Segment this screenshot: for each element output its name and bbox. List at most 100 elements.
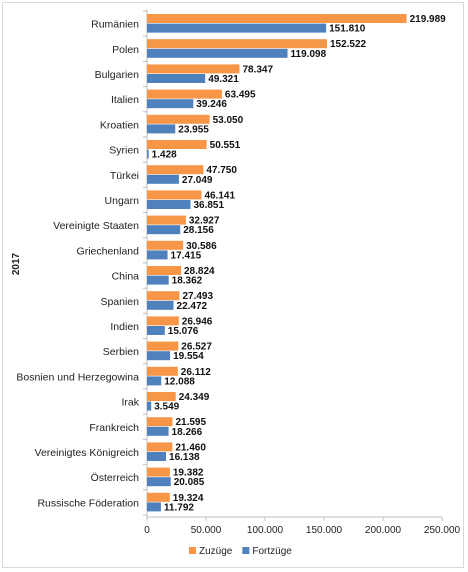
value-label: 1.428 [152, 150, 177, 161]
bar-zuzuege [147, 341, 179, 351]
value-label: 36.851 [193, 200, 224, 211]
category-label: Bosnien und Herzegowina [16, 371, 139, 383]
bar-fortzuege [147, 174, 179, 184]
value-label: 19.554 [173, 351, 204, 362]
value-label: 20.085 [174, 477, 205, 488]
bar-zuzuege [147, 64, 240, 74]
value-label: 119.098 [291, 49, 327, 60]
value-label: 78.347 [242, 64, 273, 75]
bar-zuzuege [147, 417, 173, 427]
value-label: 53.050 [213, 115, 244, 126]
value-label: 28.824 [184, 266, 215, 277]
value-label: 151.810 [329, 24, 366, 35]
bar-fortzuege [147, 401, 152, 411]
category-label: Spanien [100, 296, 139, 308]
value-label: 18.266 [172, 427, 203, 438]
value-label: 50.551 [210, 140, 241, 151]
value-label: 18.362 [172, 276, 203, 287]
value-label: 21.595 [175, 417, 206, 428]
category-label: Serbien [103, 346, 139, 358]
value-label: 27.493 [182, 291, 213, 302]
value-label: 32.927 [189, 216, 220, 227]
bar-chart: Rumänien 219.989 151.810 Polen 152.522119.09… [11, 9, 461, 557]
bar-zuzuege [147, 190, 202, 200]
x-tick-label: 50.000 [191, 525, 222, 536]
bar-fortzuege [147, 149, 149, 159]
bar-zuzuege [147, 467, 170, 477]
bar-zuzuege [147, 140, 207, 149]
category-label: Italien [111, 94, 139, 106]
x-tick-label: 100.000 [247, 525, 284, 536]
category-label: Polen [112, 44, 139, 56]
bar-zuzuege [147, 240, 184, 250]
value-label: 27.049 [182, 175, 213, 186]
bar-fortzuege [147, 250, 168, 260]
x-tick-label: 250.000 [424, 525, 461, 536]
x-tick-label: 200.000 [365, 525, 402, 536]
value-label: 15.076 [168, 326, 199, 337]
bar-fortzuege [147, 326, 165, 335]
category-label: Vereinigte Staaten [53, 220, 139, 232]
category-label: Griechenland [77, 245, 140, 257]
category-label: Rumänien [91, 19, 139, 31]
category-label: Kroatien [100, 119, 139, 131]
bar-zuzuege [147, 392, 176, 401]
bar-zuzuege [147, 14, 407, 23]
value-label: 26.527 [181, 342, 212, 353]
bar-fortzuege [147, 502, 161, 512]
value-label: 152.522 [330, 39, 367, 50]
legend-swatch [242, 547, 250, 554]
bar-zuzuege [147, 492, 170, 502]
bar-zuzuege [147, 442, 173, 452]
value-label: 24.349 [179, 392, 210, 403]
x-tick-label: 150.000 [306, 525, 343, 536]
value-label: 47.750 [206, 165, 237, 176]
bar-fortzuege [147, 124, 176, 134]
value-label: 39.246 [196, 99, 227, 110]
value-label: 12.088 [164, 376, 195, 387]
category-label: Russische Föderation [37, 497, 139, 509]
value-label: 23.955 [178, 124, 209, 135]
bar-zuzuege [147, 316, 179, 326]
value-label: 219.989 [410, 14, 447, 25]
bar-fortzuege [147, 426, 169, 436]
bar-fortzuege [147, 23, 327, 33]
bar-zuzuege [147, 39, 327, 49]
value-label: 16.138 [169, 452, 200, 463]
category-label: Irak [121, 397, 139, 409]
legend-label: Fortzüge [252, 546, 292, 557]
bar-zuzuege [147, 165, 204, 175]
value-label: 21.460 [175, 442, 206, 453]
bar-zuzuege [147, 266, 182, 275]
value-label: 19.382 [173, 468, 204, 479]
bar-zuzuege [147, 291, 180, 301]
bar-fortzuege [147, 200, 191, 209]
value-label: 46.141 [204, 190, 235, 201]
value-label: 17.415 [171, 250, 202, 261]
bar-fortzuege [147, 74, 206, 83]
bar-fortzuege [147, 275, 169, 285]
bar-zuzuege [147, 89, 222, 99]
bar-zuzuege [147, 366, 178, 376]
category-label: Indien [110, 321, 139, 333]
category-label: Ungarn [105, 195, 140, 207]
value-label: 11.792 [164, 502, 194, 513]
bar-fortzuege [147, 477, 171, 487]
bar-fortzuege [147, 351, 171, 361]
bar-zuzuege [147, 215, 186, 225]
x-tick-label: 0 [144, 525, 150, 536]
chart-frame: Rumänien 219.989 151.810 Polen 152.522 119.09… [2, 2, 464, 568]
category-label: Vereinigtes Königreich [35, 447, 140, 459]
value-label: 22.472 [177, 301, 208, 312]
category-label: Österreich [91, 472, 140, 484]
category-label: China [112, 271, 140, 283]
value-label: 28.156 [183, 225, 214, 236]
bar-fortzuege [147, 376, 162, 386]
value-label: 26.946 [182, 316, 213, 327]
legend-swatch [189, 547, 196, 554]
bar-fortzuege [147, 300, 174, 310]
category-label: Frankreich [89, 422, 139, 434]
bar-fortzuege [147, 225, 181, 235]
bar-fortzuege [147, 452, 167, 461]
category-label: Türkei [110, 170, 139, 182]
